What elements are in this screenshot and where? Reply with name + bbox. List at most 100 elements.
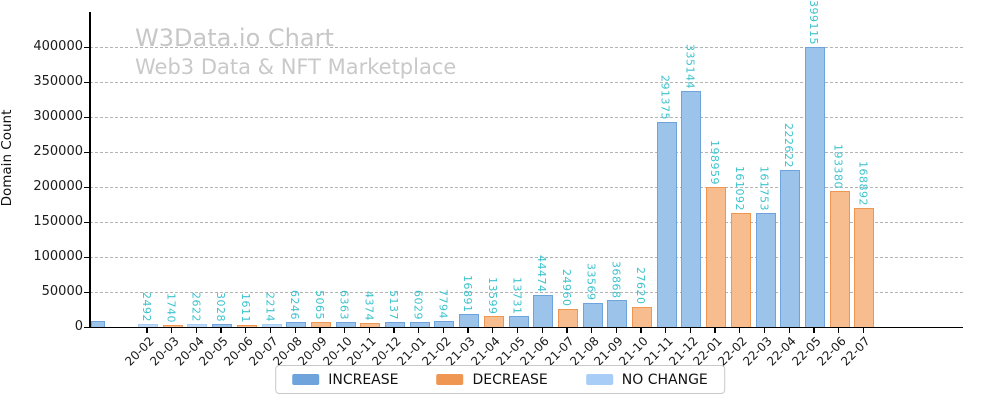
bar-value-label-22-01: 198959 bbox=[708, 139, 722, 185]
x-tick-mark bbox=[615, 328, 617, 333]
bar-21-04 bbox=[483, 316, 504, 327]
bar-21-06 bbox=[533, 294, 554, 327]
bar-value-label-21-11: 291375 bbox=[658, 75, 672, 121]
bar-21-08 bbox=[582, 302, 603, 327]
bar-20-03 bbox=[162, 324, 183, 327]
bar-value-label-22-05: 399115 bbox=[806, 0, 820, 45]
bar-value-label-20-11: 4374 bbox=[362, 290, 376, 321]
x-tick-mark bbox=[269, 328, 272, 333]
legend: INCREASE DECREASE NO CHANGE bbox=[275, 365, 725, 394]
bar-value-label-22-03: 161753 bbox=[757, 165, 771, 211]
legend-label-increase: INCREASE bbox=[328, 371, 399, 388]
y-tick-label-0: 0 bbox=[74, 319, 83, 334]
x-tick-mark bbox=[146, 328, 148, 333]
y-tick-mark bbox=[84, 257, 89, 259]
bar-value-label-20-02: 2492 bbox=[140, 292, 153, 323]
y-axis-spine bbox=[89, 12, 91, 328]
bar-value-label-21-03: 16891 bbox=[461, 274, 475, 313]
x-tick-mark bbox=[714, 328, 716, 333]
bar-21-07 bbox=[557, 308, 578, 327]
x-tick-mark bbox=[837, 328, 840, 333]
x-tick-mark bbox=[220, 328, 222, 333]
bar-21-09 bbox=[607, 300, 628, 327]
x-tick-mark bbox=[788, 328, 790, 333]
x-tick-mark bbox=[343, 328, 346, 333]
bar-value-label-22-04: 222622 bbox=[782, 123, 796, 169]
gridline-400000 bbox=[90, 47, 963, 48]
bar-value-label-21-02: 7794 bbox=[436, 288, 450, 319]
gridline-50000 bbox=[90, 292, 963, 293]
bar-value-label-20-05: 3028 bbox=[214, 291, 228, 322]
bar-value-label-20-12: 5137 bbox=[387, 290, 400, 321]
bar-20-05 bbox=[212, 323, 233, 327]
x-tick-mark bbox=[294, 328, 296, 333]
legend-item-increase: INCREASE bbox=[292, 372, 398, 388]
y-tick-label-50000: 50000 bbox=[41, 284, 83, 299]
bar-value-label-21-04: 13599 bbox=[485, 276, 499, 315]
x-tick-mark bbox=[195, 328, 198, 333]
x-tick-mark bbox=[442, 328, 445, 333]
bar-20-08 bbox=[286, 321, 307, 327]
bar-value-label-21-06: 44474 bbox=[535, 255, 549, 293]
legend-item-decrease: DECREASE bbox=[436, 371, 548, 388]
bar-22-05 bbox=[804, 46, 825, 327]
bar-value-label-20-07: 2214 bbox=[263, 292, 277, 323]
bar-value-label-21-05: 13731 bbox=[510, 276, 524, 315]
y-tick-mark bbox=[84, 187, 89, 189]
bar-22-06 bbox=[829, 190, 850, 327]
x-tick-mark bbox=[418, 328, 420, 333]
y-tick-mark bbox=[84, 327, 89, 329]
bar-value-label-21-10: 27620 bbox=[634, 267, 647, 305]
bar-22-03 bbox=[755, 212, 776, 327]
bar-value-label-20-06: 1611 bbox=[238, 292, 252, 323]
bar-21-12 bbox=[681, 91, 702, 327]
legend-swatch-no_change bbox=[585, 374, 613, 385]
legend-label-decrease: DECREASE bbox=[472, 371, 548, 388]
y-tick-label-300000: 300000 bbox=[33, 109, 83, 124]
y-tick-label-100000: 100000 bbox=[33, 249, 83, 264]
x-tick-mark bbox=[813, 328, 815, 333]
bar-value-label-21-09: 36868 bbox=[609, 260, 623, 299]
gridline-150000 bbox=[90, 222, 963, 223]
y-tick-label-400000: 400000 bbox=[33, 39, 83, 54]
x-tick-mark bbox=[566, 328, 568, 333]
x-tick-mark bbox=[640, 328, 642, 333]
x-tick-mark bbox=[492, 328, 494, 333]
bar-value-label-22-02: 161092 bbox=[732, 166, 746, 212]
x-tick-mark bbox=[516, 328, 519, 333]
bar-value-label-20-03: 1740 bbox=[164, 292, 178, 323]
bar-value-label-21-12: 335144 bbox=[683, 44, 697, 90]
y-tick-mark bbox=[84, 82, 89, 84]
y-tick-mark bbox=[84, 117, 89, 119]
x-axis-spine bbox=[89, 326, 963, 329]
y-tick-mark bbox=[84, 292, 89, 294]
bar-21-02 bbox=[434, 320, 455, 327]
legend-label-no_change: NO CHANGE bbox=[621, 371, 708, 388]
bar-20-10 bbox=[335, 321, 356, 327]
y-tick-label-250000: 250000 bbox=[33, 144, 83, 159]
bar-value-label-20-10: 6363 bbox=[337, 289, 351, 320]
bar-value-label-20-08: 6246 bbox=[288, 289, 302, 320]
bar-edge-clipped bbox=[90, 321, 105, 327]
x-tick-mark bbox=[689, 328, 692, 333]
y-tick-label-200000: 200000 bbox=[33, 179, 83, 194]
x-tick-mark bbox=[763, 328, 766, 333]
bar-21-10 bbox=[632, 306, 652, 327]
bar-value-label-21-08: 33569 bbox=[584, 263, 598, 301]
bar-value-label-22-07: 168892 bbox=[856, 160, 870, 206]
x-tick-mark bbox=[368, 328, 370, 333]
x-tick-mark bbox=[665, 328, 667, 333]
plot-area: W3Data.io Chart Web3 Data & NFT Marketpl… bbox=[90, 0, 963, 327]
bar-20-07 bbox=[261, 324, 282, 327]
bar-22-07 bbox=[854, 207, 875, 327]
y-tick-mark bbox=[84, 47, 89, 49]
bar-20-12 bbox=[385, 322, 405, 327]
chart-subtitle: Web3 Data & NFT Marketplace bbox=[135, 55, 457, 79]
legend-swatch-increase bbox=[292, 374, 320, 385]
bar-value-label-21-07: 24960 bbox=[559, 269, 573, 307]
x-tick-mark bbox=[862, 328, 864, 333]
y-tick-label-350000: 350000 bbox=[33, 74, 83, 89]
x-tick-mark bbox=[245, 328, 247, 333]
legend-item-no_change: NO CHANGE bbox=[585, 371, 708, 388]
